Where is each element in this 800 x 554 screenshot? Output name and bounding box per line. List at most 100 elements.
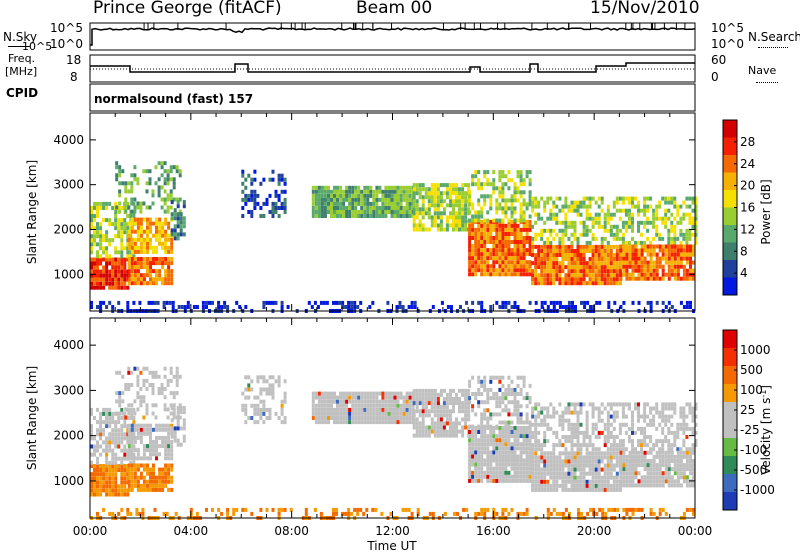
heatmap-cell (412, 425, 416, 430)
heatmap-cell (507, 434, 511, 439)
heatmap-cell (546, 196, 550, 201)
heatmap-cell (333, 214, 336, 218)
heatmap-cell (268, 411, 272, 416)
heatmap-cell (670, 244, 674, 249)
heatmap-cell (537, 402, 541, 407)
heatmap-cell (436, 187, 440, 192)
heatmap-cell (516, 174, 520, 179)
heatmap-cell (369, 420, 373, 425)
heatmap-cell (369, 416, 373, 420)
heatmap-cell (117, 436, 121, 441)
heatmap-cell (123, 480, 127, 485)
heatmap-cell (631, 447, 634, 452)
heatmap-cell (108, 201, 112, 206)
heatmap-cell (658, 236, 662, 241)
heatmap-cell (513, 236, 517, 240)
heatmap-cell (537, 212, 541, 217)
heatmap-cell (676, 272, 680, 277)
heatmap-cell (555, 249, 559, 253)
heatmap-cell (689, 248, 692, 253)
heatmap-cell (588, 257, 592, 261)
heatmap-cell (424, 401, 428, 406)
heatmap-cell (492, 260, 496, 265)
heatmap-cell (622, 483, 626, 488)
heatmap-cell (528, 240, 532, 244)
heatmap-cell (164, 237, 168, 242)
heatmap-cell (537, 479, 541, 484)
heatmap-cell (498, 206, 502, 211)
heatmap-cell (152, 257, 155, 261)
heatmap-cell (167, 237, 171, 242)
heatmap-cell (543, 414, 547, 419)
heatmap-cell (489, 430, 493, 434)
heatmap-cell (347, 305, 351, 309)
heatmap-cell (583, 305, 587, 309)
heatmap-cell (567, 273, 571, 278)
heatmap-cell (546, 253, 550, 257)
heatmap-cell (558, 261, 562, 266)
heatmap-cell (127, 265, 131, 270)
heatmap-cell (372, 420, 376, 425)
heatmap-cell (339, 395, 343, 400)
heatmap-cell (480, 446, 484, 451)
heatmap-cell (142, 366, 146, 371)
heatmap-cell (609, 435, 613, 439)
heatmap-cell (124, 209, 128, 214)
heatmap-cell (280, 403, 284, 408)
heatmap-cell (510, 466, 514, 471)
heatmap-cell (458, 421, 461, 426)
heatmap-cell (661, 236, 665, 241)
heatmap-cell (540, 261, 544, 266)
heatmap-cell (108, 261, 112, 266)
heatmap-cell (136, 177, 140, 182)
heatmap-cell (516, 232, 520, 236)
heatmap-cell (631, 268, 635, 273)
heatmap-cell (133, 241, 137, 246)
heatmap-cell (649, 252, 653, 257)
heatmap-cell (117, 226, 121, 231)
heatmap-cell (621, 220, 625, 225)
heatmap-cell (567, 422, 571, 427)
heatmap-cell (612, 281, 616, 286)
heatmap-cell (105, 460, 109, 465)
heatmap-cell (96, 277, 99, 282)
heatmap-cell (552, 300, 556, 305)
heatmap-cell (486, 474, 490, 479)
heatmap-cell (155, 444, 158, 449)
heatmap-cell (486, 218, 490, 223)
heatmap-cell (130, 435, 134, 440)
heatmap-cell (345, 210, 349, 214)
heatmap-cell (111, 269, 115, 274)
heatmap-cell (495, 466, 499, 471)
heatmap-cell (595, 300, 599, 305)
heatmap-cell (643, 264, 647, 269)
heatmap-cell (468, 458, 472, 463)
heatmap-cell (552, 430, 556, 435)
heatmap-cell (170, 434, 174, 439)
heatmap-cell (507, 375, 511, 380)
heatmap-cell (351, 395, 355, 400)
heatmap-cell (244, 403, 248, 408)
heatmap-cell (661, 268, 665, 273)
heatmap-cell (528, 470, 532, 475)
heatmap-cell (396, 420, 400, 425)
heatmap-cell (567, 475, 571, 480)
heatmap-cell (531, 455, 535, 460)
heatmap-cell (146, 265, 149, 270)
heatmap-cell (600, 487, 604, 492)
heatmap-cell (528, 446, 532, 451)
heatmap-cell (694, 236, 698, 241)
heatmap-cell (591, 257, 595, 261)
heatmap-cell (408, 189, 412, 194)
heatmap-cell (522, 375, 526, 380)
heatmap-cell (133, 177, 137, 182)
heatmap-cell (615, 244, 619, 249)
heatmap-cell (412, 183, 416, 188)
heatmap-cell (507, 408, 511, 413)
heatmap-cell (685, 232, 689, 237)
heatmap-cell (573, 426, 577, 431)
heatmap-cell (688, 410, 692, 415)
heatmap-cell (108, 472, 112, 477)
heatmap-cell (175, 391, 179, 396)
heatmap-cell (609, 261, 613, 266)
